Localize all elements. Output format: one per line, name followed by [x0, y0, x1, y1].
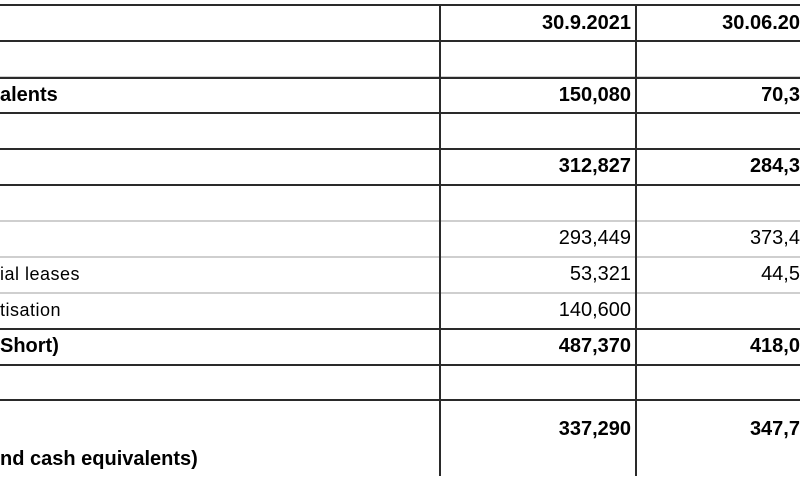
- row-value-1: [440, 42, 636, 76]
- table-row: alents 150,080 70,3: [0, 78, 800, 112]
- header-col2: 30.06.20: [722, 11, 800, 34]
- table-row: [0, 185, 800, 219]
- rule: [0, 112, 800, 114]
- table-row: nd cash equivalents) 337,290 347,7: [0, 400, 800, 477]
- row-value-2: [636, 185, 800, 219]
- row-value-2: 284,3: [749, 154, 800, 177]
- row-value-1: 293,449: [558, 226, 631, 249]
- table-row: Short) 487,370 418,0: [0, 329, 800, 363]
- rule: [0, 40, 800, 42]
- row-value-2: 70,3: [761, 83, 800, 106]
- row-label: nd cash equivalents): [0, 448, 198, 470]
- row-value-1: 312,827: [558, 154, 631, 177]
- rule: [0, 364, 800, 366]
- table-row: [0, 365, 800, 399]
- rule: [0, 4, 800, 6]
- column-divider: [439, 5, 441, 476]
- header-label-cell: [0, 6, 440, 40]
- rule: [0, 148, 800, 150]
- rule: [0, 292, 800, 294]
- row-label: alents: [0, 83, 58, 106]
- row-value-1: 53,321: [569, 262, 631, 285]
- table-row: tisation 140,600: [0, 293, 800, 327]
- row-value-2: [636, 365, 800, 399]
- row-label: [0, 365, 440, 399]
- row-label: [0, 221, 440, 255]
- header-row: 30.9.2021 30.06.20: [0, 6, 800, 40]
- row-label: tisation: [0, 299, 62, 320]
- rule: [0, 220, 800, 222]
- row-label: Short): [0, 334, 59, 357]
- table-row: 293,449 373,4: [0, 221, 800, 255]
- row-label: [0, 185, 440, 219]
- row-label: [0, 42, 440, 76]
- rule: [0, 77, 800, 79]
- row-label: ial leases: [0, 263, 81, 284]
- rule: [0, 399, 800, 401]
- header-col1: 30.9.2021: [542, 11, 631, 34]
- row-value-1: [440, 185, 636, 219]
- row-value-2: [636, 113, 800, 147]
- rule: [0, 256, 800, 258]
- row-value-1: [440, 113, 636, 147]
- row-value-2: [636, 42, 800, 76]
- row-value-1: 487,370: [558, 334, 631, 357]
- row-value-2: 44,5: [761, 262, 800, 285]
- column-divider: [635, 5, 637, 476]
- rule: [0, 184, 800, 186]
- row-value-2: 373,4: [749, 226, 800, 249]
- rule: [0, 328, 800, 330]
- row-value-2: 418,0: [749, 334, 800, 357]
- row-label: [0, 113, 440, 147]
- table-row: ial leases 53,321 44,5: [0, 257, 800, 291]
- table-row: 312,827 284,3: [0, 149, 800, 183]
- row-value-1: 150,080: [558, 83, 631, 106]
- table-row: [0, 113, 800, 147]
- row-value-2: 347,7: [749, 418, 800, 440]
- row-value-1: 140,600: [558, 298, 631, 321]
- row-value-2: [636, 293, 800, 327]
- table-row: [0, 42, 800, 76]
- row-label: [0, 149, 440, 183]
- row-value-1: [440, 365, 636, 399]
- row-value-1: 337,290: [558, 418, 631, 440]
